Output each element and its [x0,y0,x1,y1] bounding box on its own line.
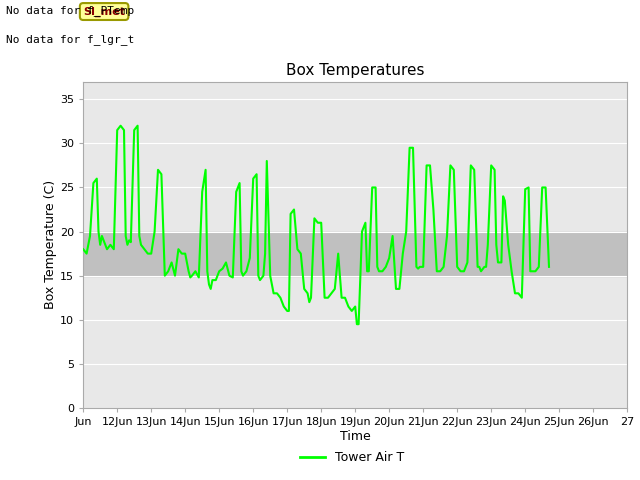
X-axis label: Time: Time [340,430,371,443]
Y-axis label: Box Temperature (C): Box Temperature (C) [44,180,57,310]
Title: Box Temperatures: Box Temperatures [286,63,424,78]
Text: No data for f_PTemp: No data for f_PTemp [6,5,134,16]
Text: SI_met: SI_met [83,6,125,17]
Legend: Tower Air T: Tower Air T [295,446,409,469]
Text: No data for f_lgr_t: No data for f_lgr_t [6,34,134,45]
Bar [83,231,627,276]
